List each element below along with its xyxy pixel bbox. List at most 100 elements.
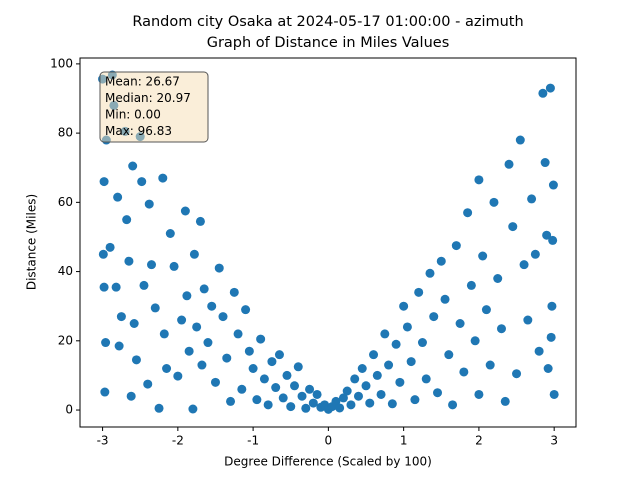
data-point — [500, 396, 510, 406]
data-point — [131, 355, 141, 365]
data-point — [173, 371, 183, 381]
x-tick-label: 0 — [325, 434, 333, 448]
x-tick-label: 3 — [550, 434, 558, 448]
data-point — [267, 357, 277, 367]
data-point — [342, 386, 352, 396]
y-tick-label: 40 — [58, 264, 73, 278]
data-point — [271, 383, 281, 393]
data-point — [361, 381, 371, 391]
data-point — [274, 350, 284, 360]
data-point — [481, 305, 491, 315]
data-point — [387, 399, 397, 409]
data-point — [282, 370, 292, 380]
data-point — [126, 391, 136, 401]
data-point — [244, 346, 254, 356]
data-point — [414, 287, 424, 297]
data-point — [540, 158, 550, 168]
data-point — [128, 161, 138, 171]
data-point — [180, 206, 190, 216]
data-point — [369, 350, 379, 360]
data-point — [406, 357, 416, 367]
data-point — [147, 260, 157, 270]
data-point — [346, 400, 356, 410]
y-axis-label: Distance (Miles) — [25, 194, 39, 290]
data-point — [99, 282, 109, 292]
data-point — [548, 180, 558, 190]
stats-box — [99, 71, 209, 143]
data-point — [241, 305, 251, 315]
chart-subtitle: Graph of Distance in Miles Values — [207, 35, 450, 51]
data-point — [100, 387, 110, 397]
data-point — [530, 249, 540, 259]
data-point — [252, 395, 262, 405]
data-point — [158, 173, 168, 183]
x-tick-label: -1 — [247, 434, 259, 448]
data-point — [312, 389, 322, 399]
stats-text: Min: 0.00 — [105, 108, 161, 122]
data-point — [259, 374, 269, 384]
data-point — [547, 301, 557, 311]
x-tick-label: 1 — [400, 434, 408, 448]
data-point — [182, 291, 192, 301]
data-point — [489, 197, 499, 207]
data-point — [444, 350, 454, 360]
data-point — [545, 83, 555, 93]
data-point — [144, 199, 154, 209]
data-point — [365, 398, 375, 408]
data-point — [421, 374, 431, 384]
data-point — [543, 364, 553, 373]
data-point — [527, 194, 537, 204]
data-point — [301, 403, 311, 413]
data-point — [99, 177, 109, 187]
data-point — [237, 384, 247, 394]
data-point — [335, 403, 345, 413]
data-point — [177, 315, 187, 325]
data-point — [297, 391, 307, 401]
data-point — [508, 222, 518, 232]
data-point — [353, 391, 363, 401]
stats-text: Max: 96.83 — [105, 124, 172, 138]
data-point — [210, 377, 220, 387]
data-point — [357, 364, 367, 373]
data-point — [436, 256, 446, 266]
data-point — [395, 377, 405, 387]
data-point — [162, 364, 172, 373]
data-point — [248, 364, 258, 373]
data-point — [372, 370, 382, 380]
data-point — [331, 396, 341, 406]
data-point — [496, 324, 506, 334]
data-point — [478, 251, 488, 261]
data-point — [350, 374, 360, 384]
data-point — [384, 360, 394, 370]
x-tick-label: -3 — [97, 434, 109, 448]
data-point — [101, 338, 111, 348]
data-point — [463, 208, 473, 218]
data-point — [485, 360, 495, 370]
data-point — [192, 322, 202, 332]
data-point — [159, 329, 169, 339]
data-point — [207, 301, 217, 311]
data-point — [474, 389, 484, 399]
data-point — [391, 339, 401, 349]
data-point — [493, 274, 503, 283]
x-tick-label: 2 — [475, 434, 483, 448]
data-point — [214, 263, 224, 273]
data-point — [504, 159, 514, 169]
data-point — [197, 360, 207, 370]
data-point — [256, 334, 266, 344]
data-point — [376, 389, 386, 399]
y-tick-label: 0 — [65, 403, 73, 417]
data-point — [512, 369, 522, 379]
data-point — [515, 135, 525, 145]
y-tick-label: 80 — [58, 126, 73, 140]
data-point — [542, 230, 552, 240]
data-point — [143, 379, 153, 389]
data-point — [116, 312, 126, 322]
chart-title: Random city Osaka at 2024-05-17 01:00:00… — [132, 14, 523, 30]
x-axis-label: Degree Difference (Scaled by 100) — [224, 455, 432, 469]
data-point — [111, 282, 121, 292]
data-point — [286, 402, 296, 412]
data-point — [184, 346, 194, 356]
data-point — [113, 192, 123, 202]
